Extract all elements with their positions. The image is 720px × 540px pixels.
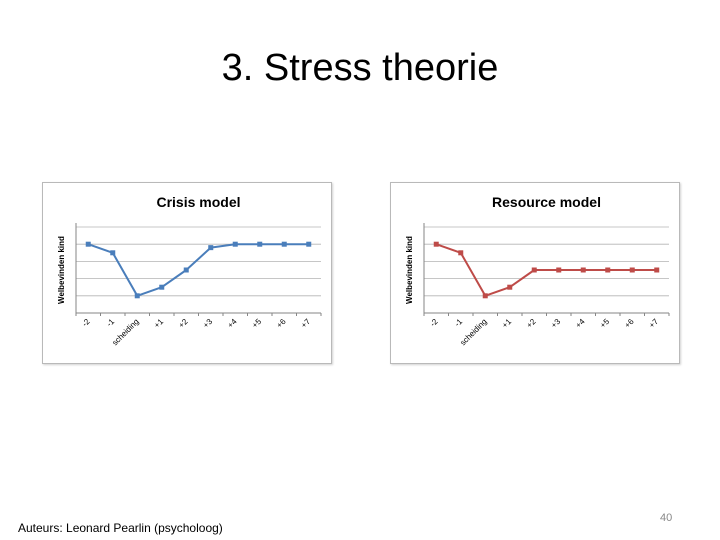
resource-data-point [433, 241, 439, 247]
crisis-data-point [85, 241, 91, 247]
resource-x-tick-label: +4 [574, 317, 587, 330]
crisis-x-tick-label: -1 [105, 317, 117, 329]
resource-series-line [435, 243, 657, 297]
resource-data-point [482, 293, 488, 299]
resource-x-tick-label: +3 [549, 317, 562, 330]
resource-data-point [629, 267, 635, 273]
resource-y-axis-label: Welbevinden kind [405, 236, 414, 304]
footer-author: Auteurs: Leonard Pearlin (psycholoog) [18, 521, 223, 535]
crisis-model-chart-svg: Crisis model Welbevinden kind -2 -1scheidin… [57, 194, 322, 347]
resource-x-tick-label: -1 [453, 317, 465, 329]
resource-title: Resource model [492, 194, 601, 210]
crisis-series-line [87, 243, 309, 297]
crisis-x-tick-label: +4 [226, 317, 239, 330]
crisis-y-axis-label: Welbevinden kind [57, 236, 66, 304]
resource-x-tick-label: +6 [623, 317, 636, 330]
resource-data-point [458, 250, 464, 256]
crisis-x-tick-label: scheiding [110, 317, 140, 347]
crisis-title: Crisis model [156, 194, 240, 210]
crisis-x-tick-label: -2 [80, 317, 92, 329]
slide-title: 3. Stress theorie [221, 47, 499, 89]
crisis-x-tick-label: +6 [275, 317, 288, 330]
resource-x-tick-label: +1 [500, 317, 513, 330]
crisis-data-point [306, 241, 312, 247]
crisis-x-tick-label: +2 [177, 317, 190, 330]
resource-data-point [507, 284, 513, 290]
resource-x-tick-label: scheiding [458, 317, 488, 347]
crisis-x-tick-label: +3 [201, 317, 214, 330]
resource-data-point [605, 267, 611, 273]
resource-model-chart: Resource model Welbevinden kind -2 -1 scheid… [390, 182, 680, 364]
resource-data-point [580, 267, 586, 273]
crisis-data-point [208, 245, 214, 251]
crisis-data-point [134, 293, 140, 299]
resource-model-chart-svg: Resource model Welbevinden kind -2 -1scheid… [405, 194, 670, 347]
page-number: 40 [660, 512, 673, 524]
crisis-data-point [159, 284, 165, 290]
resource-data-point [531, 267, 537, 273]
crisis-model-chart: Crisis model Welbevinden kind -2 -1 scheidin… [42, 182, 332, 364]
crisis-x-tick-label: +7 [299, 317, 312, 330]
crisis-data-point [183, 267, 189, 273]
crisis-data-point [281, 241, 287, 247]
resource-x-tick-label: +2 [525, 317, 538, 330]
crisis-data-point [257, 241, 263, 247]
resource-x-tick-label: +5 [598, 317, 611, 330]
resource-data-point [654, 267, 660, 273]
crisis-x-tick-label: +5 [250, 317, 263, 330]
resource-data-point [556, 267, 562, 273]
resource-x-tick-label: +7 [647, 317, 660, 330]
crisis-x-tick-label: +1 [152, 317, 165, 330]
crisis-data-point [110, 250, 116, 256]
crisis-data-point [232, 241, 238, 247]
resource-x-tick-label: -2 [428, 317, 440, 329]
